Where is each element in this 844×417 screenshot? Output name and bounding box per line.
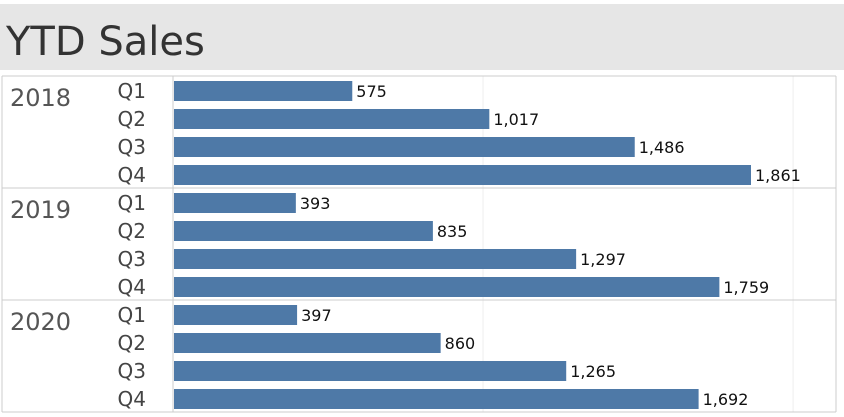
quarter-label: Q2: [118, 219, 146, 243]
bar: [174, 249, 577, 269]
year-label: 2019: [10, 196, 71, 224]
value-label: 860: [445, 334, 476, 353]
quarter-label: Q2: [118, 107, 146, 131]
bar: [174, 137, 635, 157]
chart-title: YTD Sales: [6, 19, 205, 65]
value-label: 397: [301, 306, 332, 325]
year-label: 2020: [10, 308, 71, 336]
value-label: 835: [437, 222, 468, 241]
bar: [174, 109, 490, 129]
bar: [174, 193, 296, 213]
bar: [174, 277, 720, 297]
value-label: 1,861: [755, 166, 801, 185]
quarter-label: Q3: [118, 135, 146, 159]
bar: [174, 165, 751, 185]
value-label: 1,486: [639, 138, 685, 157]
value-label: 393: [300, 194, 331, 213]
bar: [174, 333, 441, 353]
title-bar: YTD Sales: [0, 4, 844, 70]
value-label: 1,265: [570, 362, 616, 381]
bar: [174, 305, 298, 325]
value-label: 575: [356, 82, 387, 101]
value-label: 1,692: [703, 390, 749, 409]
quarter-label: Q1: [118, 79, 146, 103]
bar: [174, 81, 353, 101]
quarter-label: Q3: [118, 247, 146, 271]
bar: [174, 361, 567, 381]
value-label: 1,017: [493, 110, 539, 129]
year-label: 2018: [10, 84, 71, 112]
quarter-label: Q2: [118, 331, 146, 355]
quarter-label: Q4: [118, 387, 146, 411]
quarter-label: Q4: [118, 275, 146, 299]
value-label: 1,297: [580, 250, 626, 269]
quarter-label: Q1: [118, 303, 146, 327]
quarter-label: Q3: [118, 359, 146, 383]
bar: [174, 389, 699, 409]
quarter-label: Q4: [118, 163, 146, 187]
bar: [174, 221, 433, 241]
value-label: 1,759: [723, 278, 769, 297]
quarter-label: Q1: [118, 191, 146, 215]
